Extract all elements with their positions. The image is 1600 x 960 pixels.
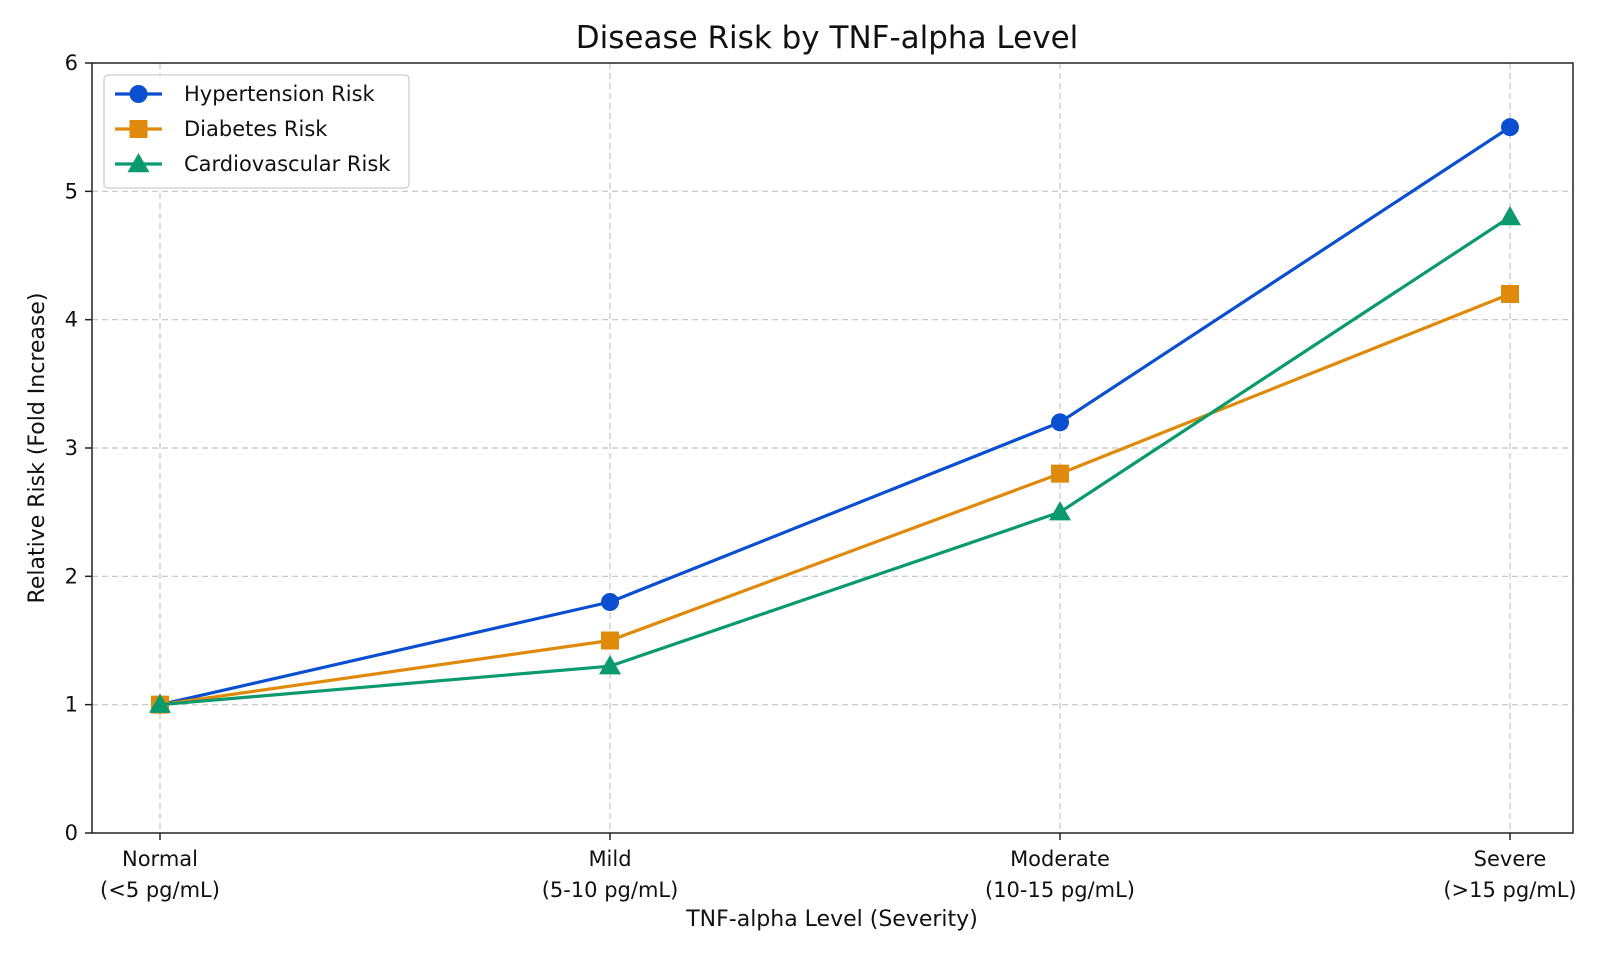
x-axis: Normal (<5 pg/mL) Mild (5-10 pg/mL) Moderate… — [100, 833, 1577, 902]
legend-item-cardiovascular-risk: Cardiovascular Risk — [115, 152, 391, 176]
x-axis-label: TNF-alpha Level (Severity) — [685, 907, 978, 932]
legend-marker — [127, 153, 150, 173]
data-point-hypertension-risk — [1051, 413, 1069, 432]
data-point-diabetes-risk — [601, 631, 619, 650]
x-tick-label: Mild — [588, 847, 631, 871]
series-line-hypertension-risk — [159, 125, 1511, 707]
y-tick-label: 4 — [65, 308, 78, 332]
legend-label: Cardiovascular Risk — [184, 152, 391, 176]
chart-title: Disease Risk by TNF-alpha Level — [576, 20, 1079, 56]
x-tick-label: (10-15 pg/mL) — [985, 878, 1135, 902]
grid — [92, 63, 1573, 833]
series-layer — [149, 118, 1521, 714]
y-tick-label: 0 — [65, 821, 78, 845]
legend-marker — [129, 120, 148, 138]
series-diabetes-risk — [151, 285, 1519, 714]
data-point-cardiovascular-risk — [1049, 501, 1071, 521]
data-point-cardiovascular-risk — [1499, 206, 1521, 226]
y-tick-label: 1 — [65, 693, 78, 717]
x-tick-label: (<5 pg/mL) — [100, 878, 220, 902]
series-hypertension-risk — [151, 118, 1519, 714]
x-tick-label: (5-10 pg/mL) — [542, 878, 679, 902]
legend: Hypertension Risk Diabetes Risk Cardiovasc… — [103, 74, 410, 189]
data-point-cardiovascular-risk — [599, 655, 621, 675]
y-axis: 0 1 2 3 4 5 6 — [65, 51, 92, 845]
y-tick-label: 3 — [65, 436, 78, 460]
series-cardiovascular-risk — [149, 206, 1521, 713]
y-axis-label: Relative Risk (Fold Increase) — [25, 293, 50, 604]
data-point-hypertension-risk — [601, 593, 619, 611]
y-tick-label: 5 — [65, 179, 78, 203]
legend-label: Hypertension Risk — [184, 82, 376, 106]
x-tick-label: Moderate — [1010, 847, 1110, 871]
legend-item-diabetes-risk: Diabetes Risk — [115, 117, 328, 141]
x-tick-label: Normal — [122, 847, 198, 871]
data-point-hypertension-risk — [1501, 118, 1519, 137]
series-line-cardiovascular-risk — [159, 215, 1511, 707]
legend-marker — [129, 85, 148, 103]
y-tick-label: 6 — [65, 51, 78, 75]
legend-box — [103, 74, 410, 189]
y-tick-label: 2 — [65, 564, 78, 588]
series-line-diabetes-risk — [159, 292, 1511, 707]
legend-item-hypertension-risk: Hypertension Risk — [115, 82, 376, 106]
data-point-diabetes-risk — [1501, 285, 1519, 303]
data-point-cardiovascular-risk — [149, 693, 171, 713]
x-tick-label: (>15 pg/mL) — [1443, 878, 1576, 902]
x-tick-label: Severe — [1474, 847, 1547, 871]
legend-label: Diabetes Risk — [184, 117, 328, 141]
data-point-diabetes-risk — [1051, 464, 1069, 483]
